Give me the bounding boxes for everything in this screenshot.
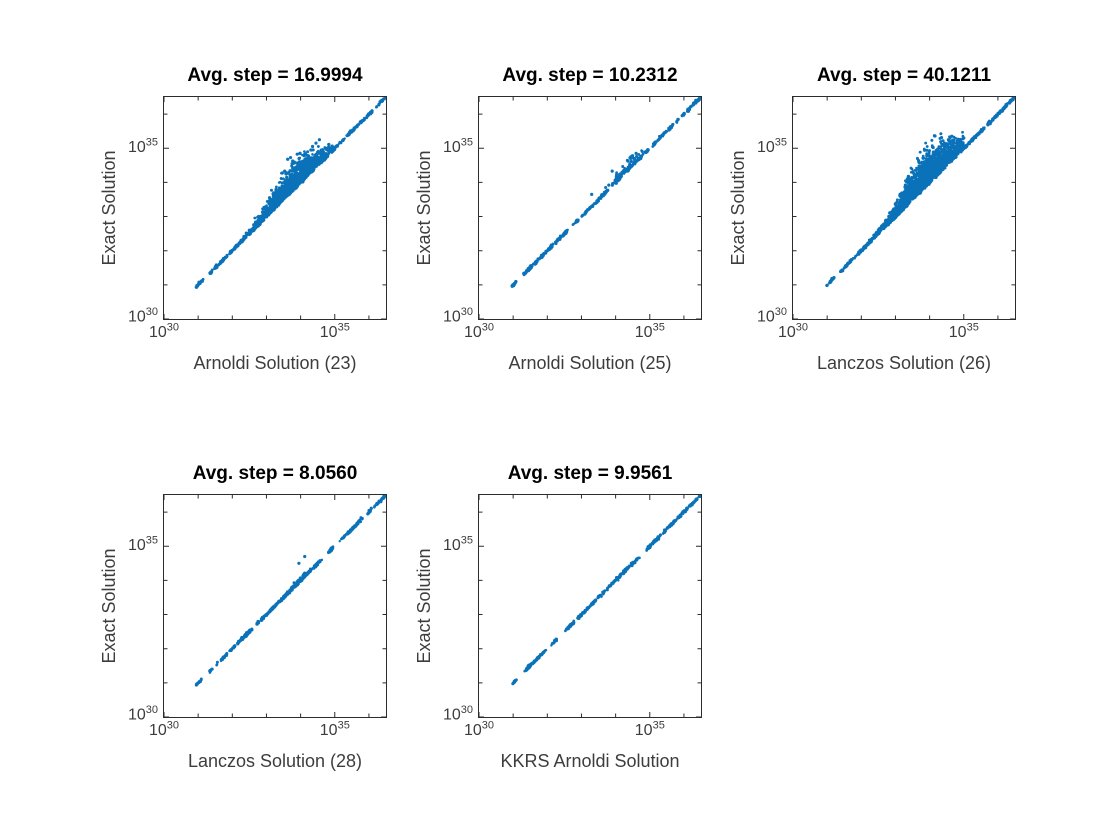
y-tick-label: 1035 bbox=[442, 534, 473, 555]
x-tick-label: 1035 bbox=[319, 321, 350, 341]
subplot-title: Avg. step = 8.0560 bbox=[192, 463, 358, 484]
subplot-title: Avg. step = 16.9994 bbox=[187, 65, 363, 86]
y-tick-label: 1030 bbox=[442, 704, 473, 724]
scatter-plot-area bbox=[479, 97, 701, 319]
x-tick-label: 1035 bbox=[634, 321, 665, 341]
scatter-plot-area bbox=[164, 97, 386, 319]
x-tick-label: 1030 bbox=[463, 321, 495, 341]
scatter-plot-area bbox=[164, 495, 386, 717]
x-tick-label: 1035 bbox=[634, 719, 665, 739]
x-axis-label: Lanczos Solution (28) bbox=[187, 751, 363, 771]
y-axis-label: Exact Solution bbox=[99, 548, 119, 664]
x-tick-label: 1030 bbox=[148, 719, 180, 739]
y-tick-label: 1035 bbox=[127, 136, 158, 157]
subplot-lanczos-28: Avg. step = 8.0560 Exact Solution 1030 1… bbox=[99, 463, 387, 771]
y-tick-label: 1030 bbox=[127, 306, 158, 326]
subplot-kkrs-arnoldi: Avg. step = 9.9561 Exact Solution 1030 1… bbox=[414, 463, 702, 771]
y-tick-label: 1035 bbox=[127, 534, 158, 555]
x-tick-label: 1035 bbox=[319, 719, 350, 739]
y-tick-label: 1035 bbox=[756, 136, 787, 157]
x-tick-label: 1035 bbox=[948, 321, 979, 341]
x-tick-label: 1030 bbox=[463, 719, 495, 739]
subplot-lanczos-26: Avg. step = 40.1211 Exact Solution 1030 … bbox=[728, 65, 1016, 373]
x-axis-label: KKRS Arnoldi Solution bbox=[500, 751, 680, 771]
x-axis-label: Arnoldi Solution (23) bbox=[193, 353, 357, 373]
x-axis-label: Lanczos Solution (26) bbox=[816, 353, 992, 373]
scatter-plot-area bbox=[479, 495, 701, 717]
x-axis-label: Arnoldi Solution (25) bbox=[508, 353, 672, 373]
y-tick-label: 1030 bbox=[127, 704, 158, 724]
x-tick-label: 1030 bbox=[777, 321, 809, 341]
subplot-title: Avg. step = 10.2312 bbox=[502, 65, 678, 86]
subplot-arnoldi-25: Avg. step = 10.2312 Exact Solution 1030 … bbox=[414, 65, 702, 373]
y-tick-label: 1035 bbox=[442, 136, 473, 157]
y-axis-label: Exact Solution bbox=[414, 548, 434, 664]
subplot-arnoldi-23: Avg. step = 16.9994 Exact Solution 1030 … bbox=[99, 65, 387, 373]
scatter-plot-area bbox=[793, 97, 1015, 319]
y-axis-label: Exact Solution bbox=[728, 150, 748, 266]
y-axis-label: Exact Solution bbox=[99, 150, 119, 266]
y-tick-label: 1030 bbox=[442, 306, 473, 326]
y-tick-label: 1030 bbox=[756, 306, 787, 326]
subplot-title: Avg. step = 9.9561 bbox=[507, 463, 673, 484]
x-tick-label: 1030 bbox=[148, 321, 180, 341]
subplot-title: Avg. step = 40.1211 bbox=[816, 65, 992, 86]
y-axis-label: Exact Solution bbox=[414, 150, 434, 266]
